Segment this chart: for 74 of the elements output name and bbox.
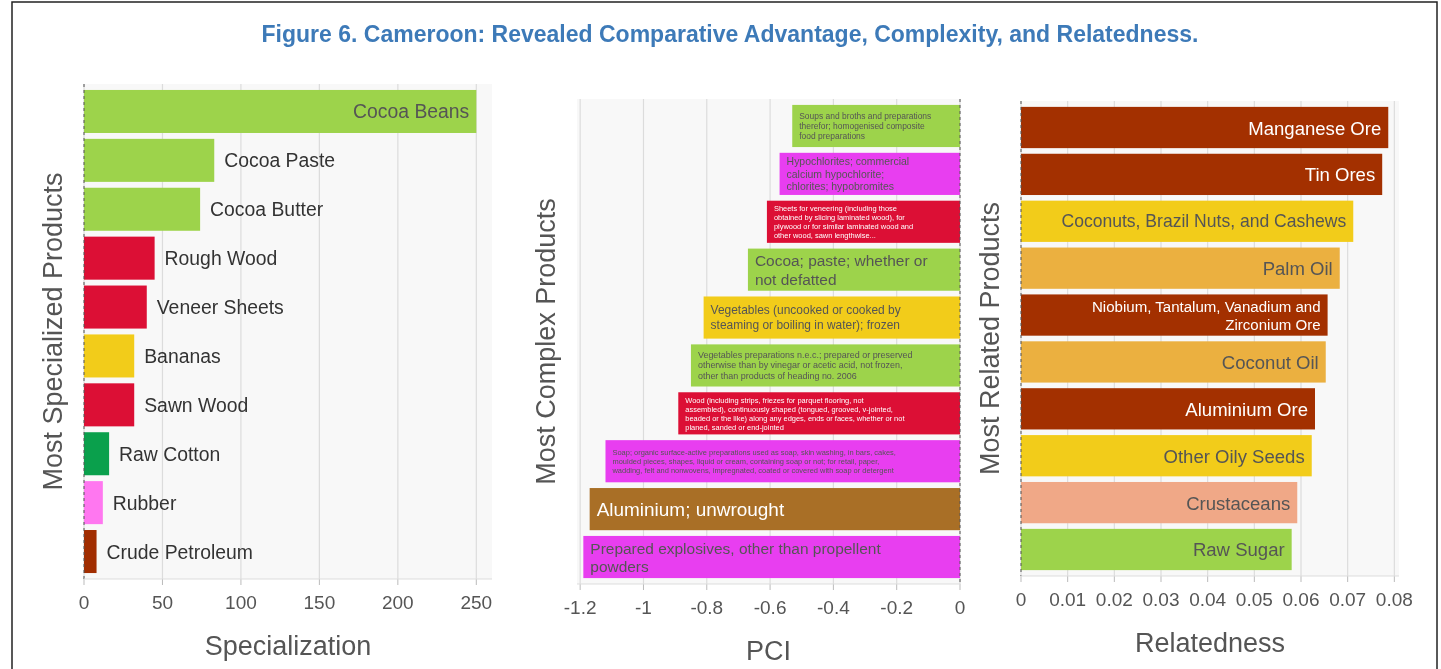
y-tick-label: Rough Wood xyxy=(164,247,278,270)
bar xyxy=(1021,341,1326,383)
x-tick-label: 0.05 xyxy=(1235,589,1273,610)
x-tick-label: 0.03 xyxy=(1142,589,1180,610)
x-tick-label: 0 xyxy=(78,592,90,613)
x-tick-label: 250 xyxy=(460,592,493,613)
y-tick-label: Raw Sugar xyxy=(1192,538,1285,560)
x-tick-label: -0.8 xyxy=(690,597,724,618)
x-tick-label: -1 xyxy=(635,597,652,618)
bar xyxy=(1021,106,1389,149)
y-tick-label: Aluminium; unwrought xyxy=(596,498,785,520)
y-tick-label: Soups and broths and preparations therefor; homogenised composite food preparations xyxy=(799,110,932,142)
y-tick-label: Cocoa Butter xyxy=(210,198,324,221)
bar xyxy=(84,432,110,476)
y-tick-label: Crustaceans xyxy=(1186,492,1291,514)
y-tick-label: Cocoa Paste xyxy=(224,149,336,172)
x-tick-label: 0.07 xyxy=(1329,589,1367,610)
x-tick-label: 0.04 xyxy=(1189,589,1227,610)
x-tick-label: 0.08 xyxy=(1375,589,1413,610)
x-tick-label: 0.02 xyxy=(1095,589,1133,610)
bar xyxy=(84,334,135,378)
y-tick-label: Bananas xyxy=(144,344,221,367)
y-tick-label: Tin Ores xyxy=(1304,163,1376,185)
x-tick-label: 200 xyxy=(381,592,414,613)
x-tick-label: 100 xyxy=(225,592,257,613)
x-tick-label: -0.2 xyxy=(880,597,914,618)
bar xyxy=(1021,247,1340,289)
y-tick-label: Rubber xyxy=(112,491,177,514)
y-tick-label: Coconuts, Brazil Nuts, and Cashews xyxy=(1061,211,1347,232)
bar xyxy=(1021,153,1383,196)
y-tick-label: Hypochlorites; commercial calcium hypochlorite; chlorites; hypobromites xyxy=(786,155,910,192)
y-tick-label: Veneer Sheets xyxy=(156,296,284,319)
bar xyxy=(84,285,147,329)
x-tick-label: 0 xyxy=(954,597,966,618)
y-tick-label: Crude Petroleum xyxy=(106,540,253,563)
bar xyxy=(84,138,215,182)
y-tick-label: Vegetables (uncooked or cooked by steaming or boiling in water); frozen xyxy=(710,303,901,332)
y-axis-title: Most Related Products xyxy=(975,201,1005,476)
x-axis-title: Specialization xyxy=(204,631,372,661)
x-tick-label: 0 xyxy=(1015,589,1027,610)
y-tick-label: Niobium, Tantalum, Vanadium and Zirconium Ore xyxy=(1091,297,1321,333)
y-axis-title: Most Complex Products xyxy=(531,198,561,485)
y-tick-label: Coconut Oil xyxy=(1221,351,1319,373)
x-tick-label: 150 xyxy=(303,592,336,613)
bar xyxy=(1021,388,1315,430)
y-axis-title: Most Specialized Products xyxy=(38,172,68,491)
x-tick-label: -0.4 xyxy=(817,597,851,618)
x-tick-label: 0.01 xyxy=(1049,589,1087,610)
bar xyxy=(84,481,103,525)
text: Figure 6. Cameroon: Revealed Comparative Advantage, Complexity, and Relatedness. xyxy=(261,21,1199,47)
y-tick-label: Cocoa Beans xyxy=(353,100,470,123)
y-tick-label: Vegetables preparations n.e.c.; prepared or preserved otherwise than by vinegar or acetic acid, not frozen, other than products of heading no. 2006 xyxy=(697,349,913,382)
y-tick-label: Other Oily Seeds xyxy=(1163,445,1305,467)
bar xyxy=(84,89,477,133)
x-tick-label: 0.06 xyxy=(1282,589,1320,610)
y-tick-label: Cocoa; paste; whether or not defatted xyxy=(754,251,928,288)
bar xyxy=(84,530,97,574)
bar xyxy=(84,236,155,280)
bar xyxy=(84,187,201,231)
bar xyxy=(1021,528,1292,571)
y-tick-label: Palm Oil xyxy=(1262,257,1333,279)
x-axis-title: Relatedness xyxy=(1134,628,1286,658)
y-tick-label: Aluminium Ore xyxy=(1185,398,1308,420)
y-tick-label: Prepared explosives, other than propellent powders xyxy=(590,539,882,575)
y-tick-label: Manganese Ore xyxy=(1248,117,1382,139)
x-tick-label: 50 xyxy=(151,592,174,613)
y-tick-label: Sawn Wood xyxy=(144,393,249,416)
x-tick-label: -0.6 xyxy=(753,597,787,618)
y-tick-label: Raw Cotton xyxy=(119,442,221,465)
bar xyxy=(1021,435,1312,477)
x-axis-title: PCI xyxy=(745,636,792,666)
bar xyxy=(84,383,135,427)
bar xyxy=(1021,481,1298,524)
x-tick-label: -1.2 xyxy=(563,597,597,618)
